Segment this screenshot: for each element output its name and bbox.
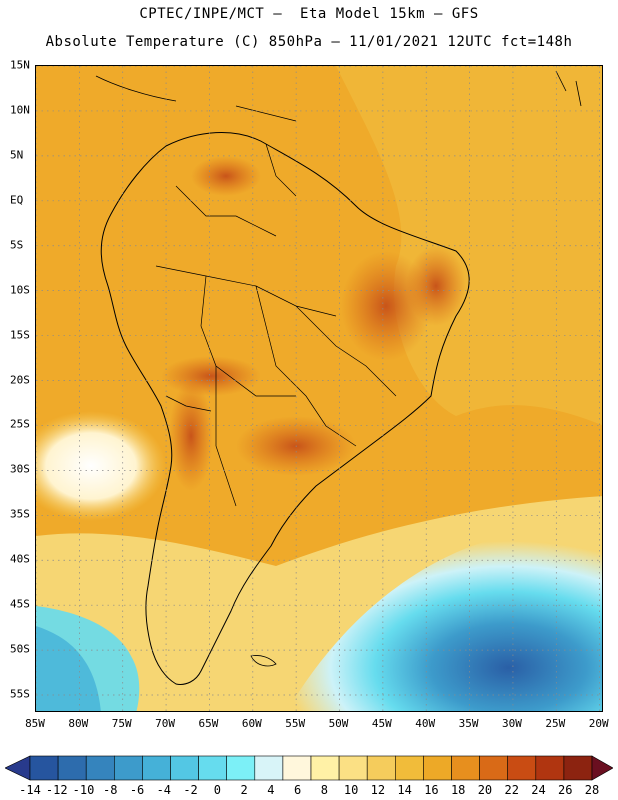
- lat-label: 55S: [10, 687, 30, 701]
- colorbar-tick-label: -2: [183, 783, 198, 797]
- lat-label: 50S: [10, 642, 30, 656]
- lat-label: 15S: [10, 328, 30, 342]
- lon-label: 75W: [111, 717, 132, 730]
- lon-label: 45W: [371, 717, 392, 730]
- colorbar-tick-label: 14: [397, 783, 412, 797]
- lon-label: 40W: [415, 717, 436, 730]
- colorbar-tick-label: -14: [19, 783, 41, 797]
- lat-label: EQ: [10, 193, 24, 207]
- lat-label: 5S: [10, 238, 24, 252]
- colorbar-tick-label: -4: [156, 783, 172, 797]
- colorbar-swatch: [114, 755, 143, 781]
- lon-label: 30W: [502, 717, 522, 730]
- lon-label: 85W: [25, 717, 45, 730]
- colorbar-swatch: [507, 755, 537, 781]
- lat-label: 30S: [10, 462, 30, 476]
- lon-label: 70W: [155, 717, 175, 730]
- lon-label: 80W: [68, 717, 89, 730]
- colorbar-swatch: [170, 755, 199, 781]
- south-america-coastline: [100, 131, 470, 685]
- lat-label: 40S: [10, 552, 30, 566]
- colorbar-high-arrow: [591, 755, 613, 781]
- colorbar: [5, 755, 613, 781]
- colorbar-swatch: [479, 755, 509, 781]
- colorbar-swatch: [451, 755, 480, 781]
- lat-label: 20S: [10, 373, 30, 386]
- lon-label: 20W: [588, 717, 609, 730]
- colorbar-tick-label: 16: [424, 783, 439, 797]
- lat-label: 25S: [10, 417, 30, 431]
- colorbar-swatch: [563, 755, 593, 781]
- atlantic-cold-region: [287, 531, 602, 711]
- colorbar-swatch: [254, 755, 284, 781]
- colorbar-tick-label: 12: [370, 783, 386, 797]
- colorbar-tick-label: 8: [320, 783, 328, 797]
- colorbar-swatch: [226, 755, 256, 781]
- colorbar-tick-label: 4: [267, 783, 275, 797]
- colorbar-tick-label: 6: [293, 783, 302, 797]
- lon-label: 25W: [545, 717, 566, 730]
- colorbar-tick-label: 24: [531, 783, 546, 797]
- pacific-colder-south: [36, 626, 101, 711]
- lat-label: 35S: [10, 507, 30, 521]
- colorbar-tick-label: 2: [240, 783, 248, 797]
- colorbar-tick-label: -12: [45, 783, 68, 797]
- colorbar-low-arrow: [5, 755, 31, 781]
- colorbar-swatch: [423, 755, 452, 781]
- colorbar-tick-label: 22: [504, 783, 519, 797]
- lat-label: 45S: [10, 597, 30, 611]
- pacific-cold-pool: [36, 411, 166, 521]
- lon-label: 60W: [241, 717, 262, 730]
- colorbar-swatch: [394, 755, 424, 781]
- colorbar-swatch: [366, 755, 396, 781]
- colorbar-swatch: [338, 755, 368, 781]
- map-panel: [35, 65, 603, 712]
- colorbar-tick-label: -8: [103, 783, 118, 797]
- lat-label: 10N: [10, 103, 30, 117]
- colorbar-tick-label: -10: [72, 783, 95, 797]
- title-line-1: CPTEC/INPE/MCT – Eta Model 15km – GFS: [139, 6, 479, 22]
- colorbar-swatch: [198, 755, 228, 781]
- colorbar-tick-label: 18: [450, 783, 466, 797]
- hot-spot-northeast: [406, 246, 466, 326]
- lat-label: 15N: [10, 58, 30, 72]
- colorbar-tick-label: -6: [129, 783, 145, 797]
- hot-spot-andes-east: [169, 381, 213, 491]
- lat-label: 5N: [10, 148, 24, 162]
- colorbar-swatch: [282, 755, 312, 781]
- lon-label: 35W: [458, 717, 479, 730]
- lat-label: 10S: [10, 283, 30, 297]
- hot-spot-chaco: [161, 356, 261, 396]
- colorbar-tick-label: 28: [584, 783, 600, 797]
- colorbar-swatch: [57, 755, 87, 781]
- colorbar-tick-label: 10: [343, 783, 359, 797]
- hot-spot-venezuela: [191, 156, 261, 196]
- country-borders: [155, 143, 397, 507]
- falkland-islands: [250, 655, 277, 667]
- temperature-map: [36, 66, 602, 711]
- colorbar-swatch: [29, 755, 59, 781]
- graticule: [36, 66, 602, 711]
- colorbar-tick-label: 0: [213, 783, 221, 797]
- colorbar-swatch: [535, 755, 565, 781]
- colorbar-swatch: [310, 755, 340, 781]
- title-line-2: Absolute Temperature (C) 850hPa – 11/01/…: [45, 34, 573, 50]
- colorbar-swatch: [85, 755, 115, 781]
- lon-label: 65W: [198, 717, 219, 730]
- lon-label: 50W: [328, 717, 349, 730]
- caribbean-islands: [95, 70, 582, 122]
- colorbar-tick-label: 20: [477, 783, 493, 797]
- colorbar-tick-label: 26: [558, 783, 573, 797]
- lon-label: 55W: [285, 717, 306, 730]
- colorbar-swatch: [142, 755, 171, 781]
